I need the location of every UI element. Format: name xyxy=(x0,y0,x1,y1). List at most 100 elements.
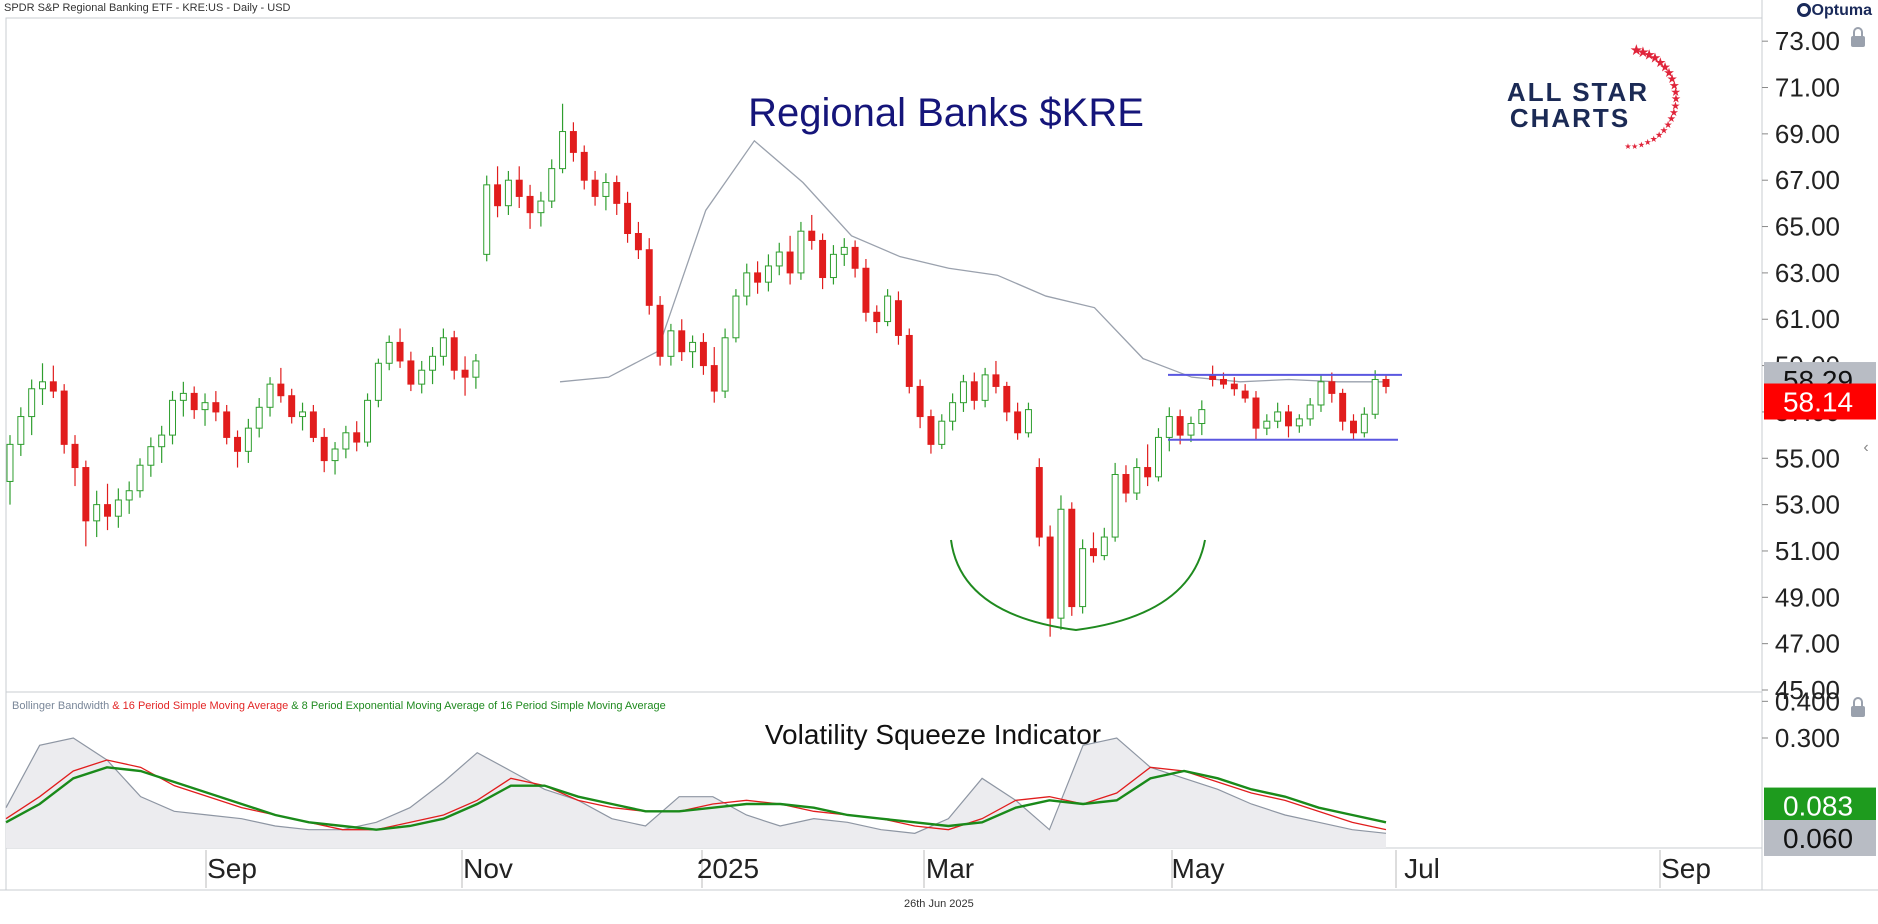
logo-star-icon: ★ xyxy=(1650,134,1658,144)
candle xyxy=(320,428,328,473)
candle xyxy=(678,319,686,361)
candle xyxy=(1295,414,1303,433)
candle xyxy=(1274,402,1282,429)
candle xyxy=(613,175,621,215)
candle xyxy=(255,398,263,438)
logo-star-icon: ★ xyxy=(1649,50,1661,66)
candle xyxy=(515,166,523,209)
optuma-brand-text: Optuma xyxy=(1811,2,1872,19)
candle-body xyxy=(1382,378,1390,387)
candle-body xyxy=(829,253,837,279)
candle xyxy=(840,238,848,266)
candle-body xyxy=(353,432,361,443)
candle-body xyxy=(201,402,209,411)
time-tick-label: Mar xyxy=(926,853,974,884)
price-tick-label: 55.00 xyxy=(1775,443,1840,473)
candle-body xyxy=(504,179,512,207)
candle-body xyxy=(548,168,556,202)
candle-body xyxy=(1068,508,1076,608)
candle-body xyxy=(396,341,404,362)
candle-body xyxy=(244,427,252,452)
bandwidth-area xyxy=(6,738,1386,848)
candle xyxy=(1285,404,1292,438)
last-price-badge-bg xyxy=(1764,383,1876,420)
lock-icon xyxy=(1851,697,1865,717)
candle xyxy=(645,238,653,315)
candle xyxy=(1339,388,1347,431)
candle-body xyxy=(1350,420,1357,434)
candle-body xyxy=(1133,467,1141,494)
ema-value-badge-text: 0.083 xyxy=(1783,791,1853,822)
candle-body xyxy=(385,341,393,364)
candle-body xyxy=(569,131,577,153)
logo-star-icon: ★ xyxy=(1670,100,1680,112)
candle-body xyxy=(515,179,523,197)
candle-body xyxy=(1176,416,1184,436)
candle xyxy=(721,328,729,399)
candle xyxy=(158,425,166,463)
bandwidth-value-badge-bg xyxy=(1764,820,1876,856)
candle xyxy=(526,184,534,229)
candle-body xyxy=(1306,404,1314,420)
candle xyxy=(114,488,122,528)
logo-star-icon: ★ xyxy=(1624,142,1631,151)
candle-body xyxy=(342,432,350,450)
logo-star-icon: ★ xyxy=(1638,140,1645,149)
candle xyxy=(559,103,567,174)
candle xyxy=(1187,416,1195,443)
candle-body xyxy=(1165,416,1173,438)
candle-body xyxy=(1230,383,1238,390)
candle xyxy=(970,372,978,410)
candle-body xyxy=(981,374,989,401)
candle xyxy=(1014,402,1022,440)
legend-bandwidth: Bollinger Bandwidth xyxy=(12,700,110,712)
candle xyxy=(6,435,14,505)
logo-text-line2: CHARTS xyxy=(1510,103,1630,133)
candle-body xyxy=(721,337,729,392)
logo-star-icon: ★ xyxy=(1663,65,1675,80)
candle-body xyxy=(147,446,155,466)
last-price-badge: 58.14 xyxy=(1764,383,1876,420)
candle-body xyxy=(1328,381,1336,394)
candle-body xyxy=(1046,536,1054,619)
candle xyxy=(429,347,437,385)
candle-body xyxy=(851,246,859,269)
logo-star-icon: ★ xyxy=(1669,107,1679,119)
candle-body xyxy=(862,267,870,313)
candle xyxy=(266,377,274,417)
candle-body xyxy=(1198,409,1206,425)
candle-body xyxy=(407,360,415,385)
candle xyxy=(1263,414,1271,436)
logo-star-icon: ★ xyxy=(1669,78,1680,92)
candle xyxy=(1317,374,1325,412)
candle xyxy=(851,240,859,278)
candle-body xyxy=(450,337,458,371)
candle xyxy=(884,289,892,327)
lock-shackle xyxy=(1853,27,1863,36)
candle xyxy=(1371,370,1379,419)
candle-body xyxy=(439,337,447,357)
time-tick-label: Nov xyxy=(463,853,513,884)
candle-body xyxy=(82,467,90,522)
candle-body xyxy=(1252,397,1260,429)
candle xyxy=(710,347,718,403)
candle-body xyxy=(634,233,642,251)
candle xyxy=(1122,465,1130,503)
candle xyxy=(353,421,361,452)
ema-line xyxy=(5,766,1387,831)
candle xyxy=(1046,525,1054,637)
candle-body xyxy=(28,388,36,418)
bandwidth-value-badge: 0.060 xyxy=(1764,820,1876,856)
bandwidth-value-badge-text: 0.060 xyxy=(1783,823,1853,854)
candle-body xyxy=(266,383,274,408)
time-tick-label: 2025 xyxy=(697,853,759,884)
candle xyxy=(1111,462,1119,542)
candle xyxy=(288,388,296,424)
candle xyxy=(309,404,317,443)
collapse-arrow-icon: ‹ xyxy=(1863,439,1868,456)
candle-body xyxy=(461,369,469,378)
candle xyxy=(667,323,675,366)
legend-sma: & 16 Period Simple Moving Average xyxy=(109,700,289,712)
sma-line xyxy=(5,759,1387,831)
